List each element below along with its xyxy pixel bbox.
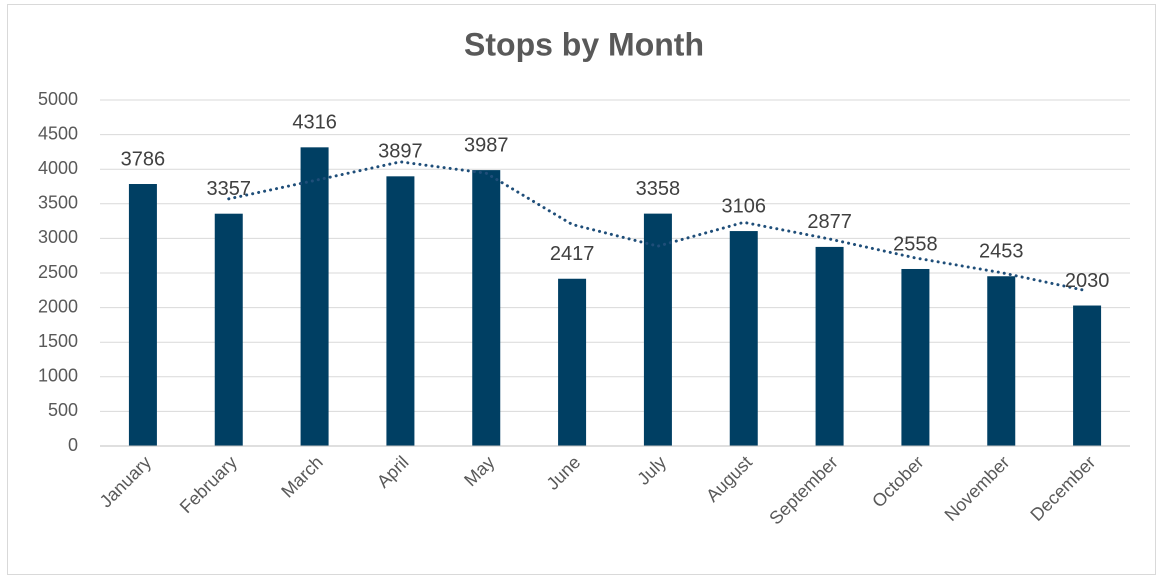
- bar: [1073, 305, 1102, 446]
- bar: [729, 231, 758, 446]
- bar: [472, 170, 501, 446]
- y-tick-label: 4000: [38, 158, 78, 178]
- bar: [815, 246, 844, 446]
- data-label: 3987: [464, 134, 509, 156]
- data-label: 3357: [207, 178, 252, 200]
- bar: [558, 278, 587, 446]
- data-label: 4316: [292, 112, 337, 134]
- data-label: 2877: [807, 211, 852, 233]
- data-label: 3106: [722, 195, 767, 217]
- y-tick-label: 500: [48, 400, 78, 420]
- data-label: 3358: [636, 178, 681, 200]
- y-tick-label: 2500: [38, 262, 78, 282]
- bar: [643, 213, 672, 446]
- data-label: 2417: [550, 243, 595, 265]
- y-tick-label: 1500: [38, 331, 78, 351]
- y-tick-label: 3000: [38, 227, 78, 247]
- y-tick-label: 5000: [38, 89, 78, 109]
- y-tick-label: 3500: [38, 193, 78, 213]
- data-label: 2453: [979, 241, 1024, 263]
- data-label: 2558: [893, 233, 938, 255]
- data-label: 3897: [378, 141, 423, 163]
- y-tick-label: 4500: [38, 123, 78, 143]
- bar: [128, 184, 157, 447]
- data-label: 3786: [121, 148, 166, 170]
- y-tick-label: 1000: [38, 366, 78, 386]
- data-label: 2030: [1065, 270, 1110, 292]
- bar: [987, 276, 1016, 446]
- bar: [901, 268, 930, 446]
- y-tick-label: 0: [68, 435, 78, 455]
- trendline: [227, 160, 1089, 293]
- bar: [386, 176, 415, 446]
- y-tick-label: 2000: [38, 296, 78, 316]
- bar: [300, 147, 329, 446]
- chart-title: Stops by Month: [464, 26, 704, 62]
- bar: [214, 213, 243, 446]
